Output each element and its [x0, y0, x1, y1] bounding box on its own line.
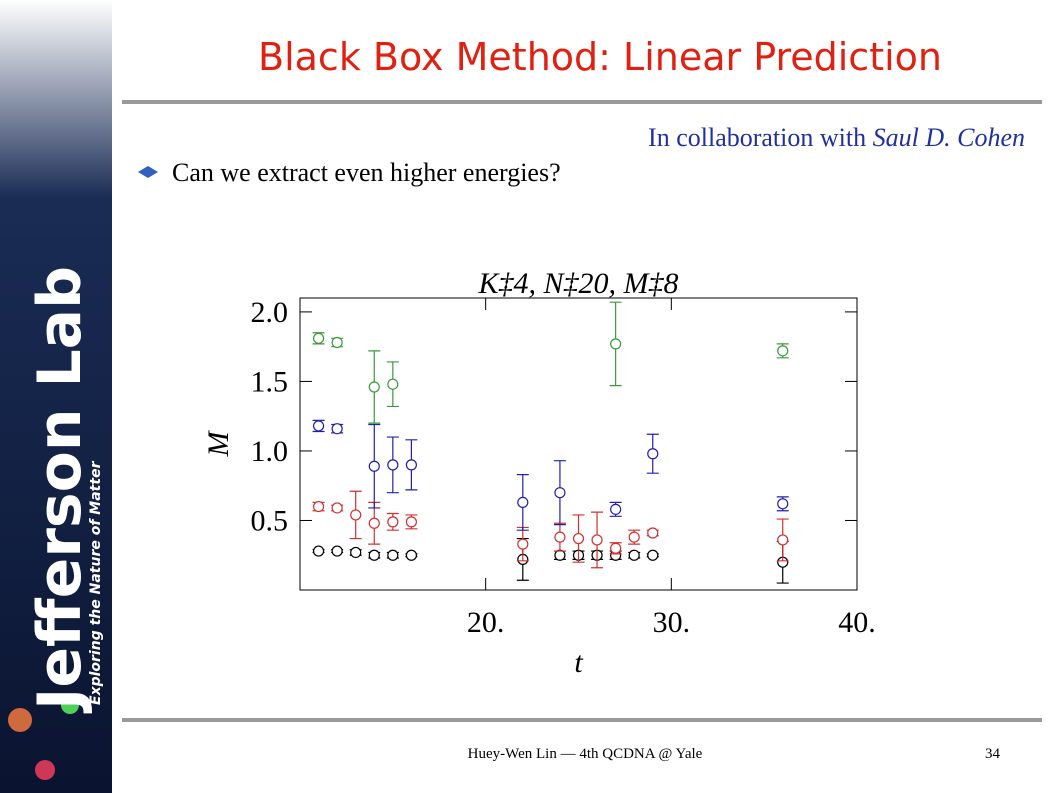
- point: [647, 549, 659, 561]
- point: [405, 459, 417, 471]
- point: [517, 496, 529, 508]
- y-tick-label: 1.0: [251, 435, 289, 468]
- chart-title: K‡4, N‡20, M‡8: [477, 267, 678, 300]
- page-number: 34: [985, 746, 1001, 762]
- rule: [122, 718, 1042, 722]
- point: [610, 338, 622, 350]
- point: [331, 336, 343, 349]
- point: [312, 545, 325, 557]
- x-tick-label: 40.: [838, 606, 876, 639]
- bullet: Can we extract even higher energies?: [172, 158, 561, 187]
- point: [331, 502, 343, 514]
- glow: [35, 760, 55, 780]
- point: [331, 545, 343, 557]
- glow: [61, 696, 79, 714]
- logo: Jefferson Lab: [25, 266, 95, 714]
- chart: 0.5 1.0 1.5 2.0 20. 30. 40. t M K‡4, N‡20, M‡8: [202, 267, 876, 679]
- point: [647, 448, 659, 460]
- point: [628, 531, 640, 543]
- point: [312, 500, 325, 513]
- y-tick-label: 2.0: [251, 296, 289, 329]
- point: [554, 487, 566, 499]
- bullet-icon: [138, 166, 158, 178]
- point: [628, 549, 640, 561]
- point: [368, 517, 380, 529]
- point: [777, 345, 789, 357]
- point: [554, 531, 566, 543]
- point: [368, 460, 380, 472]
- point: [517, 538, 529, 550]
- slide-title: Black Box Method: Linear Prediction: [258, 35, 942, 79]
- point: [368, 381, 380, 393]
- x-tick-label: 30.: [653, 606, 691, 639]
- y-axis-label: M: [202, 430, 235, 458]
- point: [312, 332, 325, 344]
- y-tick-label: 0.5: [251, 504, 289, 537]
- point: [405, 516, 417, 528]
- point: [777, 498, 789, 510]
- glow: [8, 708, 32, 732]
- point: [331, 423, 343, 435]
- point: [350, 509, 362, 521]
- credit-name: Saul D. Cohen: [873, 123, 1025, 152]
- point: [591, 534, 603, 546]
- footer: Huey-Wen Lin — 4th QCDNA @ Yale: [468, 746, 703, 762]
- point: [647, 527, 659, 539]
- point: [387, 459, 399, 471]
- credit-text: In collaboration with: [648, 123, 866, 152]
- point: [387, 549, 399, 561]
- point: [610, 542, 622, 554]
- point: [312, 420, 325, 432]
- point: [610, 503, 622, 515]
- credit: In collaboration with Saul D. Cohen: [648, 123, 1025, 152]
- point: [777, 534, 789, 546]
- y-tick-label: 1.5: [251, 365, 289, 398]
- point: [350, 546, 362, 559]
- point: [554, 549, 566, 561]
- sidebar: [0, 0, 112, 793]
- x-axis-label: t: [574, 646, 583, 679]
- point: [572, 532, 585, 545]
- logo-tagline: Exploring the Nature of Matter: [88, 460, 104, 705]
- point: [387, 378, 399, 390]
- plot-frame: [299, 297, 858, 591]
- point: [368, 549, 380, 561]
- x-tick-label: 20.: [467, 606, 505, 639]
- rule: [122, 100, 1042, 104]
- point: [387, 516, 399, 528]
- point: [405, 549, 417, 561]
